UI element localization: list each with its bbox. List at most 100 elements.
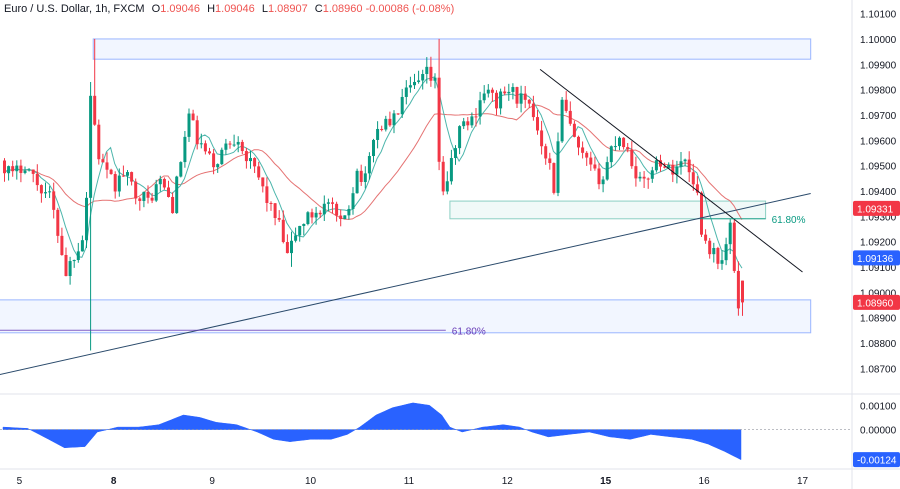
price-tick-label: 1.10000 bbox=[860, 35, 897, 46]
candle-body bbox=[216, 164, 220, 168]
candle bbox=[314, 206, 318, 225]
legend-open: 1.09046 bbox=[160, 3, 200, 15]
candle bbox=[134, 178, 138, 205]
price-tag-box bbox=[853, 250, 900, 266]
candle-body bbox=[724, 244, 728, 261]
candle-body bbox=[728, 222, 732, 245]
time-tick-label: 11 bbox=[404, 476, 415, 487]
candle-body bbox=[462, 121, 466, 127]
candle-body bbox=[519, 93, 523, 104]
candle bbox=[429, 56, 433, 87]
candle bbox=[27, 168, 31, 172]
candle bbox=[519, 85, 523, 113]
candle bbox=[622, 137, 626, 150]
candle-body bbox=[425, 66, 429, 75]
candle bbox=[191, 109, 195, 121]
symbol-legend: Euro / U.S. Dollar, 1h, FXCM O1.09046 H1… bbox=[4, 3, 454, 15]
candle-body bbox=[130, 172, 134, 182]
candle bbox=[659, 154, 662, 172]
candle-body bbox=[191, 113, 195, 121]
candle bbox=[117, 168, 121, 197]
trend-line bbox=[0, 192, 811, 376]
candle-body bbox=[515, 87, 519, 104]
candle bbox=[171, 192, 175, 214]
candle bbox=[331, 197, 334, 214]
candle-body bbox=[187, 113, 191, 137]
candles-layer bbox=[3, 38, 744, 351]
candle bbox=[634, 156, 638, 187]
candle bbox=[150, 192, 154, 204]
candle bbox=[335, 201, 339, 222]
price-tag-box bbox=[853, 294, 900, 310]
price-tag: 1.09331 bbox=[853, 200, 900, 216]
candle bbox=[232, 134, 236, 147]
candle bbox=[199, 133, 203, 149]
candle bbox=[105, 152, 109, 179]
candle-body bbox=[35, 173, 39, 186]
candle-body bbox=[404, 87, 408, 97]
oscillator-tick-label: 0.00100 bbox=[860, 401, 897, 412]
candle-body bbox=[93, 95, 97, 125]
candle-body bbox=[15, 165, 19, 172]
candle-body bbox=[232, 144, 236, 146]
candle-body bbox=[712, 247, 716, 255]
candle-body bbox=[511, 87, 515, 92]
candle-body bbox=[105, 162, 109, 170]
candle-body bbox=[589, 157, 593, 165]
candle-body bbox=[253, 158, 257, 167]
candle bbox=[425, 57, 429, 84]
candle bbox=[613, 136, 617, 151]
candle-body bbox=[269, 202, 273, 204]
rectangle-zone bbox=[449, 200, 767, 220]
candle bbox=[39, 184, 43, 203]
candle bbox=[736, 261, 740, 316]
candle-body bbox=[568, 110, 572, 124]
candle bbox=[167, 180, 170, 198]
oscillator-pane bbox=[0, 402, 852, 461]
candle-body bbox=[306, 212, 310, 224]
candle-body bbox=[507, 91, 511, 94]
legend-low: 1.08907 bbox=[267, 3, 308, 15]
candle-body bbox=[347, 208, 351, 216]
candle bbox=[527, 99, 531, 108]
candle bbox=[121, 165, 125, 177]
candle-body bbox=[527, 99, 531, 104]
candle-body bbox=[400, 96, 404, 115]
candle-body bbox=[548, 158, 552, 164]
candle bbox=[359, 164, 363, 186]
candle-body bbox=[630, 149, 634, 167]
candle-body bbox=[121, 175, 125, 177]
candle-body bbox=[536, 117, 539, 131]
candle bbox=[441, 156, 445, 196]
candle-body bbox=[470, 116, 474, 126]
candle bbox=[490, 87, 494, 102]
candle bbox=[687, 151, 691, 183]
oscillator-value-tag: -0.00124 bbox=[853, 452, 900, 468]
candle-body bbox=[372, 139, 375, 157]
time-tick-label: 16 bbox=[699, 476, 711, 487]
candle bbox=[548, 152, 552, 170]
drawings-layer: 61.80% 61.80% bbox=[0, 68, 811, 376]
candle bbox=[540, 120, 544, 155]
candle-body bbox=[408, 85, 412, 88]
time-tick-label: 8 bbox=[111, 476, 117, 487]
candle bbox=[417, 70, 421, 84]
candle-body bbox=[7, 166, 11, 174]
candle bbox=[741, 280, 744, 316]
price-tick-label: 1.08700 bbox=[860, 364, 897, 375]
candle-body bbox=[654, 160, 658, 171]
candle bbox=[367, 152, 371, 180]
candle bbox=[347, 205, 351, 220]
candle-body bbox=[19, 165, 23, 173]
candle bbox=[93, 38, 97, 126]
candle-body bbox=[294, 235, 298, 241]
candle-body bbox=[683, 159, 687, 162]
candle bbox=[142, 191, 146, 208]
candle-body bbox=[421, 74, 425, 81]
candle-body bbox=[486, 89, 490, 94]
time-tick-label: 17 bbox=[797, 476, 809, 487]
legend-low-label: L bbox=[261, 3, 268, 15]
legend-open-label: O bbox=[151, 3, 161, 15]
candle bbox=[626, 142, 630, 153]
